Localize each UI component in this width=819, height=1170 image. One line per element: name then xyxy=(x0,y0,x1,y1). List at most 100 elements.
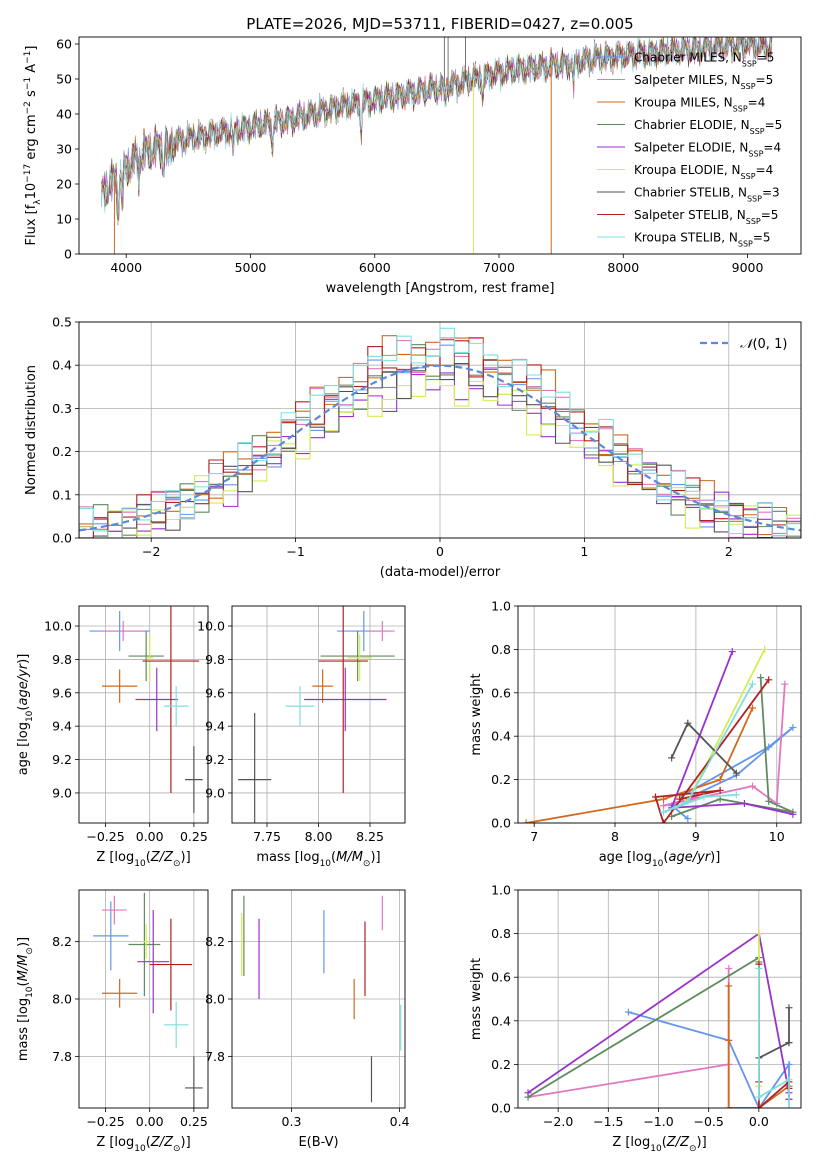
y-tick-label: 9.4 xyxy=(52,719,72,734)
plus-marker xyxy=(785,1004,793,1012)
mass-weight-line xyxy=(758,968,790,1108)
y-tick-label: 60 xyxy=(56,37,72,52)
y-tick-label: 8.2 xyxy=(52,934,72,949)
mass-weight-line xyxy=(663,684,786,807)
plus-marker xyxy=(684,797,692,805)
y-tick-label: 9.2 xyxy=(205,752,225,767)
x-tick-label: 7.75 xyxy=(253,829,281,844)
plot-area xyxy=(524,930,793,1108)
x-axis-label: Z [log10(Z/Z⊙)] xyxy=(612,1135,706,1154)
plus-marker xyxy=(684,719,692,727)
y-tick-label: 0.2 xyxy=(491,1057,511,1072)
plus-marker xyxy=(524,1089,532,1097)
axes-frame xyxy=(78,321,802,539)
plot-area xyxy=(89,606,203,813)
x-tick-label: −0.25 xyxy=(86,829,124,844)
mass-weight-line xyxy=(679,648,766,803)
panel-mass-vs-Z: −0.25 0.00 0.25 7.8 8.0 8.2 Z [log10(Z/Z⊙)] mas… xyxy=(16,889,209,1154)
mass-weight-line xyxy=(727,985,790,1108)
figure-title: PLATE=2026, MJD=53711, FIBERID=0427, z=0… xyxy=(246,15,633,33)
plot-area xyxy=(238,606,395,823)
errorbar-point xyxy=(101,669,138,703)
y-tick-label: 0.3 xyxy=(52,401,72,416)
x-tick-label: −1.0 xyxy=(643,1114,673,1129)
legend-label: Kroupa STELIB, NSSP=5 xyxy=(634,231,771,249)
errorbar-point xyxy=(137,910,170,1014)
errorbar-point xyxy=(101,895,127,925)
plus-marker xyxy=(765,797,773,805)
errorbar-point xyxy=(369,621,395,642)
errorbar-point xyxy=(142,606,200,793)
errorbar-point xyxy=(93,901,129,971)
legend-label: Salpeter MILES, NSSP=5 xyxy=(634,73,773,91)
x-tick-label: 5000 xyxy=(235,260,267,275)
plus-marker xyxy=(624,1008,632,1016)
x-tick-label: 8000 xyxy=(607,260,639,275)
y-tick-label: 0.2 xyxy=(52,444,72,459)
plus-marker xyxy=(748,782,756,790)
legend-label: Kroupa ELODIE, NSSP=4 xyxy=(634,163,773,181)
legend-label: Chabrier ELODIE, NSSP=5 xyxy=(634,118,782,136)
x-axis-label: wavelength [Angstrom, rest frame] xyxy=(326,281,555,296)
plus-marker xyxy=(725,982,733,990)
plus-marker xyxy=(716,786,724,794)
x-tick-label: −1.5 xyxy=(593,1114,623,1129)
plus-marker xyxy=(716,776,724,784)
y-tick-label: 0.4 xyxy=(491,1013,511,1028)
y-tick-label: 9.8 xyxy=(52,652,72,667)
legend-label: Chabrier MILES, NSSP=5 xyxy=(634,51,774,69)
plus-marker xyxy=(748,704,756,712)
mass-weight-line xyxy=(525,707,754,823)
y-axis-label: age [log10(age/yr)] xyxy=(16,654,35,776)
y-tick-label: 0.4 xyxy=(491,729,511,744)
plus-marker xyxy=(725,1104,733,1108)
y-axis-label: mass weight xyxy=(469,958,484,1040)
y-tick-label: 0.4 xyxy=(52,358,72,373)
plot-area xyxy=(93,892,203,1108)
errorbar-point xyxy=(101,978,138,1008)
y-tick-label: 9.0 xyxy=(205,785,225,800)
y-tick-label: 0.0 xyxy=(491,816,511,831)
errorbar-point xyxy=(185,746,203,813)
panel-spectrum: 4000 5000 6000 7000 8000 9000 0 10 20 30 40 50 60 wav… xyxy=(23,37,802,296)
y-axis-label: Normed distribution xyxy=(24,365,39,495)
plus-marker xyxy=(522,819,530,823)
errorbar-point xyxy=(149,918,193,1011)
errorbar-point xyxy=(185,1056,203,1108)
mass-weight-line xyxy=(527,956,760,1098)
y-tick-label: 10.0 xyxy=(197,619,225,634)
legend-label: Kroupa MILES, NSSP=4 xyxy=(634,96,765,114)
plus-marker xyxy=(755,964,763,972)
y-tick-label: 0.6 xyxy=(491,970,511,985)
x-tick-label: 8 xyxy=(611,829,619,844)
y-tick-label: 0.2 xyxy=(491,772,511,787)
errorbar-point xyxy=(304,667,387,732)
plus-marker xyxy=(785,1076,793,1084)
x-tick-label: 0.25 xyxy=(180,829,208,844)
x-axis-label: Z [log10(Z/Z⊙)] xyxy=(96,850,190,869)
errorbar-point xyxy=(347,634,373,682)
plus-marker xyxy=(748,680,756,688)
y-tick-label: 9.6 xyxy=(52,685,72,700)
axes-frame xyxy=(517,605,802,824)
y-tick-label: 0.0 xyxy=(52,531,72,546)
plot-area xyxy=(79,327,801,538)
y-tick-label: 1.0 xyxy=(491,599,511,614)
errorbar-point xyxy=(285,686,315,727)
errorbar-point xyxy=(128,892,161,997)
plus-marker xyxy=(676,795,684,803)
plus-marker xyxy=(785,1060,793,1068)
errorbar-point xyxy=(163,1001,189,1048)
spectrum-line xyxy=(101,37,773,217)
errorbar-point xyxy=(163,686,189,727)
plus-marker xyxy=(668,754,676,762)
y-tick-label: 9.2 xyxy=(52,752,72,767)
errorbar-point xyxy=(142,924,150,959)
x-axis-label: age [log10(age/yr)] xyxy=(599,850,721,869)
plus-marker xyxy=(725,1036,733,1044)
residuals-legend: 𝒩(0, 1) xyxy=(700,337,787,352)
x-tick-label: 8.25 xyxy=(356,829,384,844)
errorbar-point xyxy=(238,712,272,823)
histogram xyxy=(79,327,801,538)
x-tick-label: −2 xyxy=(142,544,160,559)
